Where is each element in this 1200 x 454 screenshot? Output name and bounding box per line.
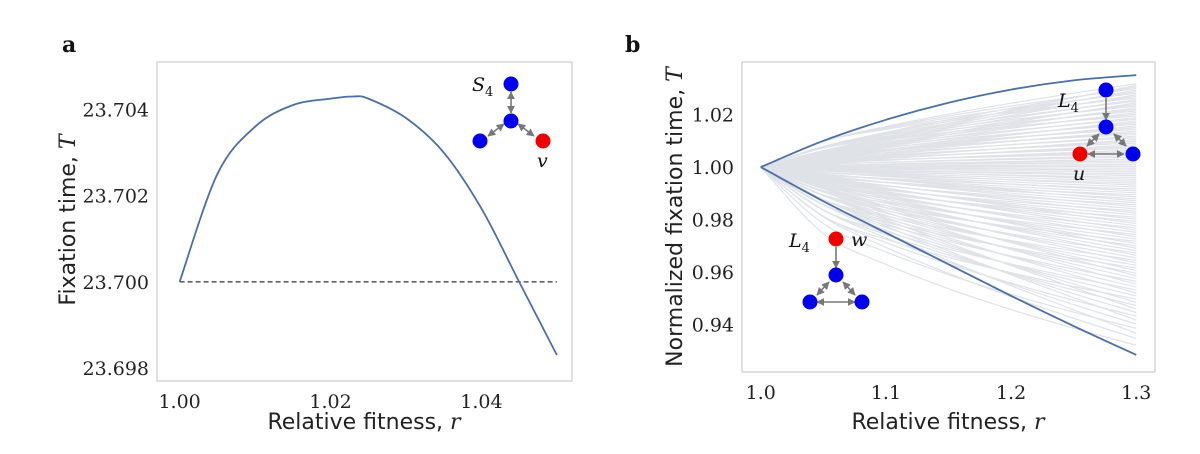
panel-b-frame [741, 61, 1156, 373]
background-curve [760, 166, 1137, 269]
panel-b-ytick-label: 0.94 [692, 315, 734, 337]
panel-b-xtick-label: 1.0 [746, 382, 776, 404]
background-curve [760, 120, 1137, 168]
panel-b-lower-envelope [760, 166, 1137, 356]
star-node-center [503, 113, 519, 129]
background-curve [760, 139, 1137, 168]
star-graph-label: S4 [472, 74, 493, 100]
panel-b-ytick-label: 1.00 [692, 157, 734, 179]
line-graph-inset-w: L4 w [788, 229, 870, 310]
graph-edge [842, 281, 856, 296]
background-curve [760, 166, 1137, 212]
graph-node-left [802, 294, 818, 310]
background-curve [760, 166, 1137, 236]
panel-a-ytick-label: 23.704 [83, 99, 149, 121]
graph-node-label-u: u [1073, 163, 1085, 185]
background-curve [760, 166, 1137, 210]
panel-b-ticks: 1.0 1.1 1.2 1.3 0.94 0.96 0.98 1.00 1.02 [692, 105, 1152, 404]
background-curve [760, 166, 1137, 218]
graph-node-right [854, 294, 870, 310]
star-node-label: v [537, 150, 548, 172]
panel-a-xtick-label: 1.04 [460, 391, 502, 413]
background-curve [760, 163, 1137, 168]
panel-a-ylabel: Fixation time, T [56, 132, 81, 306]
background-curve [760, 166, 1137, 329]
background-curve [760, 84, 1137, 168]
graph-node-label-w: w [851, 229, 867, 251]
panel-b-xtick-label: 1.3 [1121, 382, 1151, 404]
background-curve [760, 166, 1137, 300]
panel-a-ytick-label: 23.700 [83, 272, 149, 294]
panel-b: b 1.0 1.1 1.2 1.3 0.94 0.96 0.98 1.00 1.02 Relat… [625, 32, 1156, 435]
background-curve [760, 132, 1137, 168]
star-node-mutant [535, 133, 551, 149]
panel-a: a 1.00 1.02 1.04 23.698 23.700 23.702 23.704 R… [56, 32, 573, 435]
background-curve [760, 166, 1137, 190]
star-edge [487, 123, 505, 137]
graph-node-mutant-u [1072, 146, 1088, 162]
panel-b-ytick-label: 0.98 [692, 210, 734, 232]
panel-a-ytick-label: 23.702 [83, 186, 149, 208]
background-curve [760, 102, 1137, 168]
background-curve [760, 166, 1137, 173]
panel-a-ticks: 1.00 1.02 1.04 23.698 23.700 23.702 23.704 [83, 99, 503, 413]
background-curve [760, 166, 1137, 291]
background-curve [760, 166, 1137, 184]
background-curve [760, 166, 1137, 179]
star-graph-inset: S4 v [472, 74, 551, 172]
line-graph-label-u: L4 [1057, 90, 1079, 116]
background-curve [760, 166, 1137, 229]
panel-b-xtick-label: 1.1 [871, 382, 901, 404]
panel-a-xlabel: Relative fitness, r [267, 410, 462, 435]
background-curve [760, 166, 1137, 206]
panel-b-ytick-label: 1.02 [692, 105, 734, 127]
background-curve [760, 166, 1137, 242]
background-curve [760, 158, 1137, 168]
panel-b-xtick-label: 1.2 [996, 382, 1026, 404]
background-curve [760, 144, 1137, 168]
background-curve [760, 166, 1137, 261]
line-graph-label-w: L4 [788, 230, 810, 256]
background-curve [760, 166, 1137, 175]
panel-b-upper-envelope [760, 74, 1137, 168]
line-graph-inset-u: L4 u [1057, 82, 1141, 185]
panel-a-fixation-curve [178, 95, 558, 356]
background-curve [760, 135, 1137, 168]
star-node-leaf [503, 76, 519, 92]
graph-edge [1113, 133, 1127, 147]
graph-node-center [1098, 119, 1114, 135]
background-curve [760, 166, 1137, 346]
panel-a-ytick-label: 23.698 [83, 358, 149, 380]
background-curve [760, 166, 1137, 247]
star-edge [517, 123, 535, 137]
panel-a-frame [156, 61, 573, 382]
star-node-leaf [472, 133, 488, 149]
panel-a-letter: a [62, 32, 76, 58]
panel-a-xtick-label: 1.02 [309, 391, 351, 413]
graph-node-mutant-w [828, 231, 844, 247]
panel-a-xtick-label: 1.00 [158, 391, 200, 413]
panel-b-ylabel: Normalized fixation time, T [663, 65, 688, 367]
panel-b-ytick-label: 0.96 [692, 262, 734, 284]
graph-edge [816, 281, 830, 296]
panel-b-letter: b [625, 32, 640, 58]
background-curve [760, 166, 1137, 196]
panel-b-background-curves [760, 83, 1137, 346]
graph-node-center [828, 267, 844, 283]
panel-b-xlabel: Relative fitness, r [851, 410, 1046, 435]
graph-edge [1086, 133, 1100, 147]
background-curve [760, 166, 1137, 204]
graph-node-top [1098, 82, 1114, 98]
graph-node-right [1125, 146, 1141, 162]
